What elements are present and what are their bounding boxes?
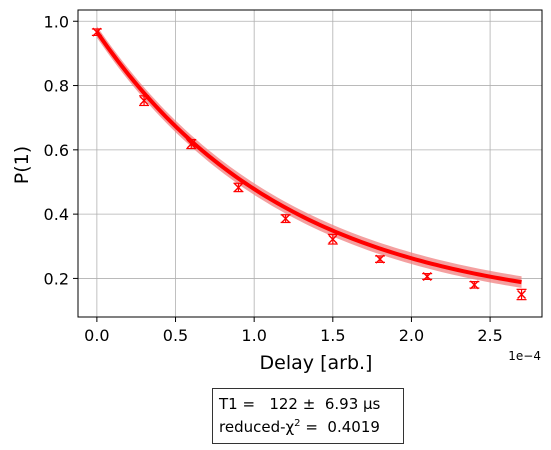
- fit-t1-text: T1 = 122 ± 6.93 µs: [219, 395, 381, 413]
- x-tick-label: 2.5: [477, 326, 502, 345]
- t1-decay-chart: 0.0 0.5 1.0 1.5 2.0 2.5 0.2 0.4 0.6 0.8 1.0 Delay…: [11, 9, 543, 374]
- y-axis-ticks: 0.2 0.4 0.6 0.8 1.0: [44, 12, 78, 288]
- data-point: [422, 272, 433, 281]
- point-marker: [186, 139, 196, 149]
- y-tick-label: 0.6: [44, 141, 69, 160]
- point-marker: [517, 290, 527, 299]
- data-point: [186, 138, 197, 150]
- x-axis-ticks: 0.0 0.5 1.0 1.5 2.0 2.5: [84, 317, 503, 345]
- point-marker: [469, 280, 479, 290]
- fit-line: [95, 30, 522, 285]
- x-axis-label: Delay [arb.]: [260, 352, 373, 374]
- data-point: [233, 182, 244, 193]
- y-tick-label: 0.8: [44, 77, 69, 96]
- point-marker: [233, 182, 243, 192]
- x-axis-offset-label: 1e−4: [508, 349, 541, 363]
- data-point: [280, 214, 291, 224]
- grid-lines: [78, 10, 542, 317]
- x-tick-label: 0.0: [84, 326, 109, 345]
- fit-chi2-prefix: reduced-χ: [219, 418, 295, 436]
- data-point: [469, 280, 480, 290]
- x-tick-label: 1.5: [320, 326, 345, 345]
- data-point: [374, 254, 385, 264]
- y-tick-label: 1.0: [44, 12, 69, 31]
- fit-band-area: [96, 26, 522, 288]
- x-tick-label: 0.5: [163, 326, 188, 345]
- y-tick-label: 0.4: [44, 205, 69, 224]
- data-points: [91, 27, 527, 301]
- y-axis-label: P(1): [11, 146, 33, 184]
- plot-frame: [77, 9, 543, 318]
- point-marker: [375, 254, 385, 264]
- x-tick-label: 2.0: [399, 326, 424, 345]
- point-marker: [139, 96, 149, 106]
- data-point: [139, 95, 150, 107]
- data-point: [516, 288, 527, 301]
- point-marker: [328, 234, 338, 244]
- fit-chi2-superscript: 2: [294, 418, 301, 429]
- fit-chi2-value: = 0.4019: [300, 418, 380, 436]
- point-marker: [422, 272, 432, 281]
- y-tick-label: 0.2: [44, 269, 69, 288]
- fit-result-box: T1 = 122 ± 6.93 µs reduced-χ2 = 0.4019: [212, 388, 404, 444]
- data-point: [327, 233, 338, 245]
- point-marker: [92, 27, 102, 37]
- fit-curve: [95, 30, 522, 285]
- point-marker: [281, 214, 291, 224]
- data-point: [91, 27, 102, 37]
- fit-confidence-band: [96, 26, 522, 288]
- x-tick-label: 1.0: [241, 326, 266, 345]
